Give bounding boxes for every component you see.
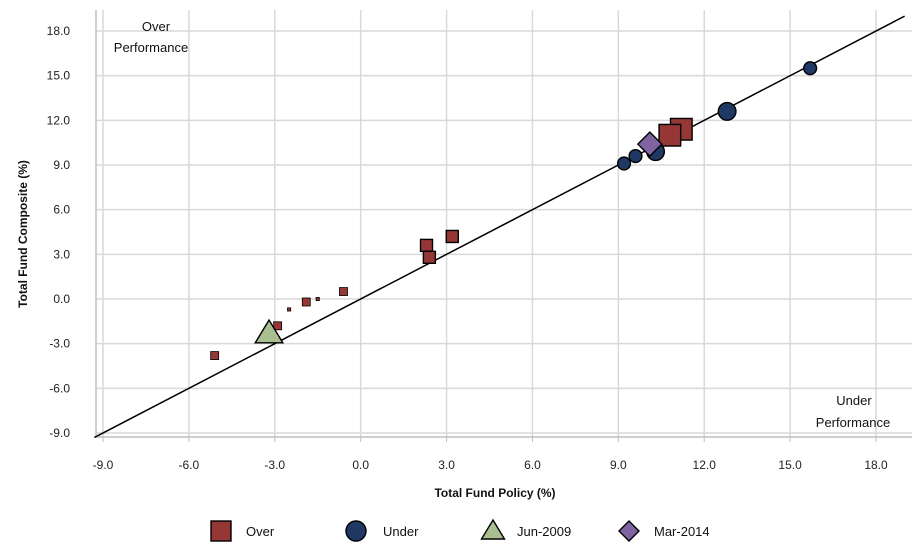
legend-marker-under — [345, 520, 367, 542]
under-annotation-line2: Performance — [816, 415, 890, 430]
x-tick-label: -3.0 — [264, 458, 285, 472]
legend-marker-mar-2014 — [618, 520, 640, 542]
y-tick-label: 6.0 — [53, 203, 70, 217]
y-tick-label: -6.0 — [49, 381, 70, 395]
y-tick-label: 0.0 — [53, 292, 70, 306]
y-tick-label: -3.0 — [49, 337, 70, 351]
point-under — [616, 156, 632, 171]
grid-lines — [96, 10, 912, 437]
y-tick-label: 18.0 — [47, 24, 71, 38]
x-tick-label: 15.0 — [778, 458, 802, 472]
x-tick-label: -6.0 — [179, 458, 200, 472]
x-tick-label: 3.0 — [438, 458, 455, 472]
legend-label: Over — [246, 524, 275, 539]
y-tick-label: 12.0 — [47, 113, 71, 127]
y-tick-label: 9.0 — [53, 158, 70, 172]
point-over — [301, 297, 311, 307]
point-over — [273, 321, 283, 331]
point-mar-2014 — [636, 131, 663, 158]
point-over — [445, 229, 459, 244]
reference-line-group — [94, 15, 905, 439]
legend-label: Mar-2014 — [654, 524, 710, 539]
legend-label: Jun-2009 — [517, 524, 571, 539]
y-tick-label: 3.0 — [53, 247, 70, 261]
point-under — [628, 148, 643, 164]
point-over — [658, 123, 682, 147]
reference-line — [94, 15, 905, 439]
legend-label: Under — [383, 524, 419, 539]
x-tick-label: -9.0 — [93, 458, 114, 472]
x-tick-label: 12.0 — [693, 458, 717, 472]
x-tick-label: 18.0 — [864, 458, 888, 472]
over-annotation-line2: Performance — [114, 40, 188, 55]
under-annotation-line1: Under — [836, 393, 872, 408]
point-over — [210, 351, 220, 360]
x-axis-title: Total Fund Policy (%) — [434, 486, 555, 500]
x-tick-label: 9.0 — [610, 458, 627, 472]
point-under — [803, 61, 818, 76]
data-points — [210, 61, 818, 360]
point-over — [339, 287, 348, 296]
point-over — [287, 307, 292, 312]
over-annotation-line1: Over — [142, 19, 171, 34]
legend: Over Under Jun-2009 Mar-2014 — [210, 518, 710, 542]
x-tick-labels: -9.0 -6.0 -3.0 0.0 3.0 6.0 9.0 12.0 15.0 18.0 — [93, 458, 888, 472]
y-tick-label: 15.0 — [47, 69, 71, 83]
point-under — [717, 101, 737, 121]
plot-frame — [95, 10, 912, 442]
point-over — [419, 238, 434, 253]
y-tick-label: -9.0 — [49, 426, 70, 440]
point-jun-2009 — [254, 318, 285, 344]
legend-marker-over — [210, 520, 232, 542]
y-tick-labels: 18.0 15.0 12.0 9.0 6.0 3.0 0.0 -3.0 -6.0 -9.0 — [47, 24, 71, 440]
point-over — [315, 296, 320, 301]
legend-marker-jun-2009 — [480, 518, 506, 540]
point-over — [422, 250, 437, 265]
x-tick-label: 0.0 — [352, 458, 369, 472]
y-axis-title: Total Fund Composite (%) — [16, 160, 30, 308]
x-tick-label: 6.0 — [524, 458, 541, 472]
